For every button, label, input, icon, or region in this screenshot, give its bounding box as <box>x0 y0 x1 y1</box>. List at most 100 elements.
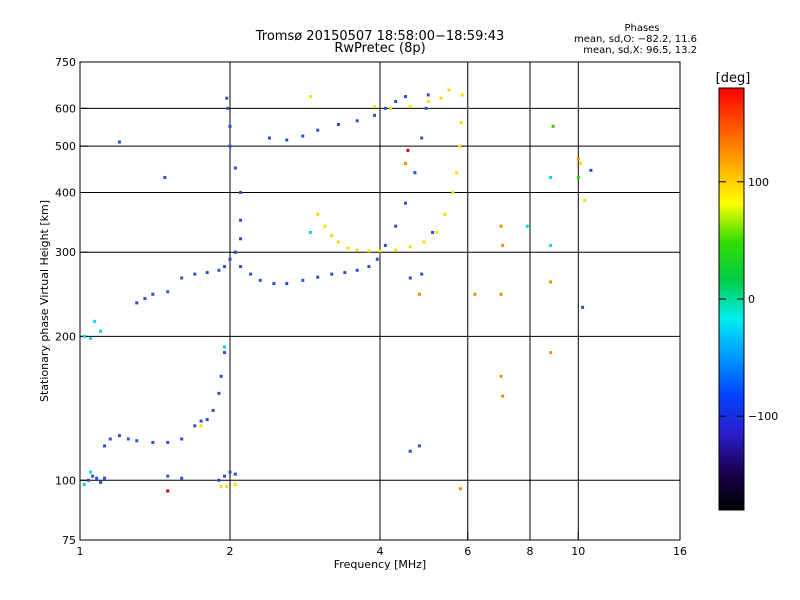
data-point <box>455 171 459 175</box>
data-point <box>408 276 412 280</box>
data-point <box>355 268 359 272</box>
x-tick-label: 2 <box>227 545 234 558</box>
data-point <box>205 271 209 275</box>
data-point <box>82 334 86 338</box>
data-point <box>549 351 553 355</box>
data-point <box>330 272 334 276</box>
data-point <box>417 292 421 296</box>
data-point <box>91 474 95 478</box>
data-point <box>375 257 379 261</box>
grid <box>80 62 680 540</box>
data-point <box>239 190 243 194</box>
data-point <box>403 161 407 165</box>
data-point <box>336 240 340 244</box>
data-point <box>451 190 455 194</box>
data-point <box>346 246 350 250</box>
data-point <box>583 198 587 202</box>
data-point <box>108 437 112 441</box>
y-axis-label: Stationary phase Virtual Height [km] <box>38 200 51 402</box>
data-point <box>549 243 553 247</box>
data-point <box>86 478 90 482</box>
data-point <box>459 121 463 125</box>
data-point <box>226 106 230 110</box>
data-point <box>117 434 121 438</box>
chart-title: Tromsø 20150507 18:58:00−18:59:43 <box>255 29 505 44</box>
data-point <box>367 249 371 253</box>
colorbar-label: [deg] <box>716 71 751 86</box>
data-point <box>93 319 97 323</box>
data-point <box>205 418 209 422</box>
data-point <box>180 276 184 280</box>
data-point <box>578 161 582 165</box>
data-point <box>143 297 147 301</box>
data-point <box>217 268 221 272</box>
data-point <box>501 394 505 398</box>
stats-heading: Phases <box>624 23 659 34</box>
data-point <box>126 437 130 441</box>
y-tick-label: 400 <box>55 186 76 199</box>
chart-subtitle: RwPretec (8p) <box>334 41 425 56</box>
data-point <box>223 345 227 349</box>
y-tick-label: 200 <box>55 330 76 343</box>
data-point <box>180 437 184 441</box>
data-point <box>219 374 223 378</box>
data-point <box>443 212 447 216</box>
data-point <box>473 292 477 296</box>
x-tick-label: 4 <box>377 545 384 558</box>
y-tick-label: 500 <box>55 140 76 153</box>
data-point <box>408 245 412 249</box>
data-point <box>499 374 503 378</box>
data-point <box>589 168 593 172</box>
stats-line-o: mean, sd,O: −82.2, 11.6 <box>574 34 697 45</box>
data-point <box>316 275 320 279</box>
data-point <box>422 240 426 244</box>
data-point <box>258 278 262 282</box>
data-point <box>581 305 585 309</box>
data-point <box>420 272 424 276</box>
data-point <box>99 329 103 333</box>
data-point <box>225 485 229 489</box>
data-point <box>373 105 377 109</box>
data-point <box>373 113 377 117</box>
y-tick-label: 600 <box>55 102 76 115</box>
data-point <box>316 212 320 216</box>
data-point <box>285 138 289 142</box>
data-point <box>217 391 221 395</box>
data-point <box>228 144 232 148</box>
data-point <box>82 482 86 486</box>
data-point <box>99 480 103 484</box>
data-point <box>233 250 237 254</box>
data-point <box>217 478 221 482</box>
data-point <box>193 272 197 276</box>
data-point <box>199 424 203 428</box>
data-point <box>166 489 170 493</box>
data-point <box>223 351 227 355</box>
data-point <box>499 224 503 228</box>
data-point <box>355 248 359 252</box>
colorbar-tick-label: 100 <box>748 176 769 189</box>
colorbar-tick-label: −100 <box>748 410 778 423</box>
data-point <box>499 292 503 296</box>
data-point <box>458 144 462 148</box>
y-tick-label: 300 <box>55 246 76 259</box>
data-point <box>426 93 430 97</box>
data-point <box>135 439 139 443</box>
y-tick-label: 75 <box>62 534 76 547</box>
data-point <box>135 301 139 305</box>
data-point <box>233 472 237 476</box>
data-point <box>228 257 232 261</box>
x-tick-label: 16 <box>673 545 687 558</box>
data-point <box>343 271 347 275</box>
data-point <box>228 124 232 128</box>
data-point <box>211 408 215 412</box>
data-point <box>576 175 580 179</box>
data-point <box>383 243 387 247</box>
x-axis-label: Frequency [MHz] <box>334 558 426 571</box>
data-point <box>301 134 305 138</box>
data-point <box>89 470 93 474</box>
data-point <box>403 201 407 205</box>
data-point <box>239 237 243 241</box>
data-point <box>447 88 451 92</box>
data-point <box>389 106 393 110</box>
